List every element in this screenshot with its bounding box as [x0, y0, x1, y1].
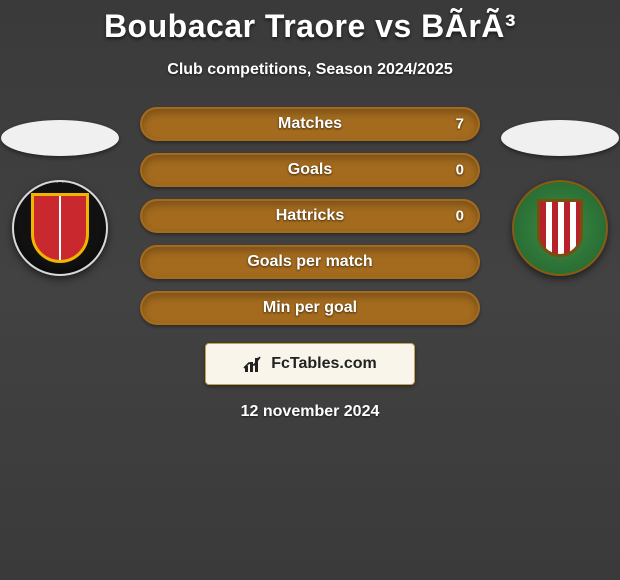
site-name: FcTables.com [271, 355, 377, 373]
subtitle: Club competitions, Season 2024/2025 [0, 61, 620, 79]
site-badge[interactable]: FcTables.com [205, 343, 415, 385]
player-left-column: ★ [0, 120, 120, 276]
club-badge-right [512, 180, 608, 276]
stat-row-hattricks: Hattricks 0 [140, 199, 480, 233]
stat-right-value: 0 [456, 208, 464, 225]
stat-row-matches: Matches 7 [140, 107, 480, 141]
stat-label: Matches [278, 115, 342, 133]
player-right-column [500, 120, 620, 276]
stat-row-goals: Goals 0 [140, 153, 480, 187]
snapshot-date: 12 november 2024 [0, 403, 620, 421]
stat-label: Hattricks [276, 207, 344, 225]
bar-chart-icon [243, 354, 265, 374]
stat-row-goals-per-match: Goals per match [140, 245, 480, 279]
club-badge-left: ★ [12, 180, 108, 276]
player-photo-left [1, 120, 119, 156]
stats-list: Matches 7 Goals 0 Hattricks 0 Goals per … [140, 107, 480, 325]
stat-right-value: 7 [456, 116, 464, 133]
star-icon: ★ [54, 180, 67, 187]
player-photo-right [501, 120, 619, 156]
stat-label: Min per goal [263, 299, 357, 317]
stat-label: Goals per match [247, 253, 372, 271]
stat-label: Goals [288, 161, 332, 179]
stat-row-min-per-goal: Min per goal [140, 291, 480, 325]
stat-right-value: 0 [456, 162, 464, 179]
page-title: Boubacar Traore vs BÃ­rÃ³ [0, 0, 620, 45]
